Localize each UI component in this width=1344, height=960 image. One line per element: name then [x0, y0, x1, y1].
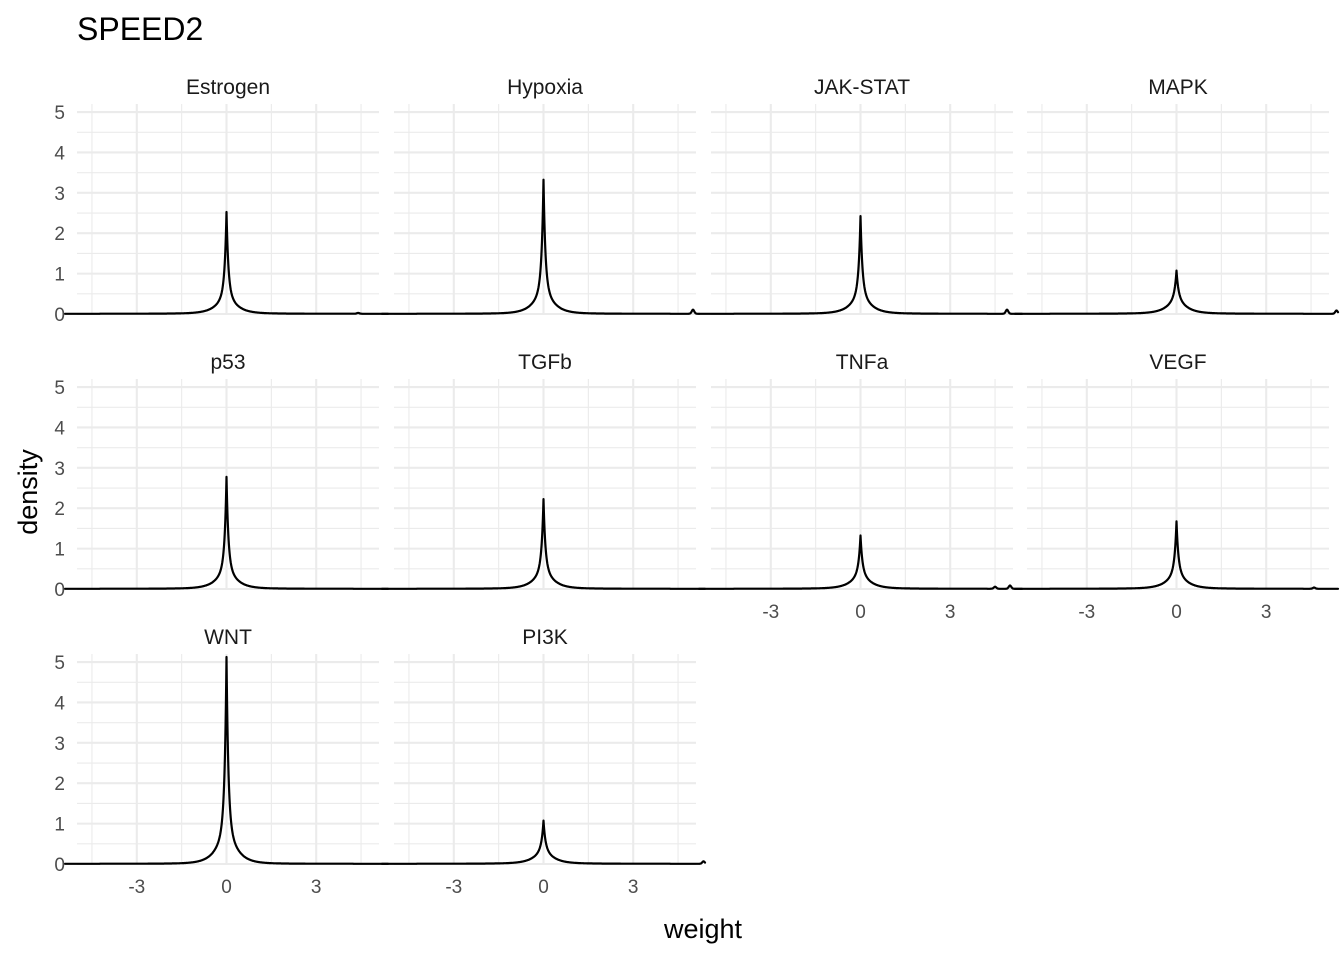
y-tick-label: 5	[54, 103, 65, 124]
y-tick-label: 3	[54, 184, 65, 205]
facet-strip-label: p53	[210, 351, 245, 374]
y-tick-label: 0	[54, 305, 65, 326]
y-tick-label: 2	[54, 224, 65, 245]
y-tick-label: 4	[54, 418, 65, 439]
facet-strip-label: PI3K	[522, 626, 568, 649]
facet-panel: Estrogen 0 1 2 3 4 5	[54, 76, 390, 326]
x-tick-label: 3	[311, 877, 322, 898]
facet-panel: VEGF -3 0 3	[1013, 351, 1340, 623]
y-tick-label: 1	[54, 815, 65, 836]
y-tick-label: 4	[54, 693, 65, 714]
facet-panel: PI3K -3 0 3	[380, 626, 707, 898]
density-curve	[1013, 520, 1340, 590]
facet-panel: Hypoxia	[380, 76, 701, 316]
y-tick-label: 5	[54, 653, 65, 674]
density-curve	[380, 819, 707, 865]
y-tick-label: 4	[54, 143, 65, 164]
chart-title: SPEED2	[77, 11, 203, 47]
y-tick-label: 1	[54, 265, 65, 286]
density-curve	[380, 178, 701, 315]
y-tick-label: 2	[54, 774, 65, 795]
y-tick-label: 3	[54, 734, 65, 755]
y-tick-label: 3	[54, 459, 65, 480]
density-curve	[63, 475, 390, 590]
x-axis-title: weight	[663, 914, 743, 944]
density-curve	[63, 655, 390, 865]
facet-strip-label: Hypoxia	[507, 76, 583, 99]
density-curve	[380, 498, 707, 590]
facet-panel: TGFb	[380, 351, 707, 591]
facet-strip-label: Estrogen	[186, 76, 270, 99]
facet-strip-label: JAK-STAT	[814, 76, 910, 99]
facet-panel: TNFa -3 0 3	[697, 351, 1024, 623]
y-tick-label: 0	[54, 855, 65, 876]
facet-panel: JAK-STAT	[697, 76, 1024, 316]
facet-panel: p53 0 1 2 3 4 5	[54, 351, 390, 601]
x-tick-label: 3	[628, 877, 639, 898]
facet-strip-label: TGFb	[518, 351, 572, 374]
x-tick-label: -3	[762, 602, 779, 623]
y-tick-label: 2	[54, 499, 65, 520]
facet-panel: MAPK	[1013, 76, 1340, 316]
y-tick-label: 5	[54, 378, 65, 399]
x-tick-label: -3	[128, 877, 145, 898]
facet-strip-label: TNFa	[836, 351, 889, 374]
density-curve	[1013, 269, 1340, 315]
facet-strip-label: VEGF	[1149, 351, 1206, 374]
y-tick-label: 1	[54, 540, 65, 561]
facet-panels: Estrogen 0 1 2 3 4 5 Hypoxia JAK-STAT MAPK p53 0 1 2 3…	[54, 76, 1340, 898]
facet-strip-label: MAPK	[1148, 76, 1208, 99]
x-tick-label: 0	[538, 877, 549, 898]
density-curve	[697, 215, 1024, 315]
x-tick-label: -3	[445, 877, 462, 898]
y-tick-label: 0	[54, 580, 65, 601]
density-curve	[63, 210, 390, 315]
x-tick-label: 3	[1261, 602, 1272, 623]
x-tick-label: 0	[221, 877, 232, 898]
y-axis-title: density	[13, 449, 43, 535]
facet-panel: WNT 0 1 2 3 4 5 -3 0 3	[54, 626, 390, 898]
x-tick-label: -3	[1078, 602, 1095, 623]
facet-strip-label: WNT	[204, 626, 252, 649]
x-tick-label: 0	[855, 602, 866, 623]
x-tick-label: 0	[1171, 602, 1182, 623]
density-curve	[697, 534, 1024, 590]
x-tick-label: 3	[945, 602, 956, 623]
